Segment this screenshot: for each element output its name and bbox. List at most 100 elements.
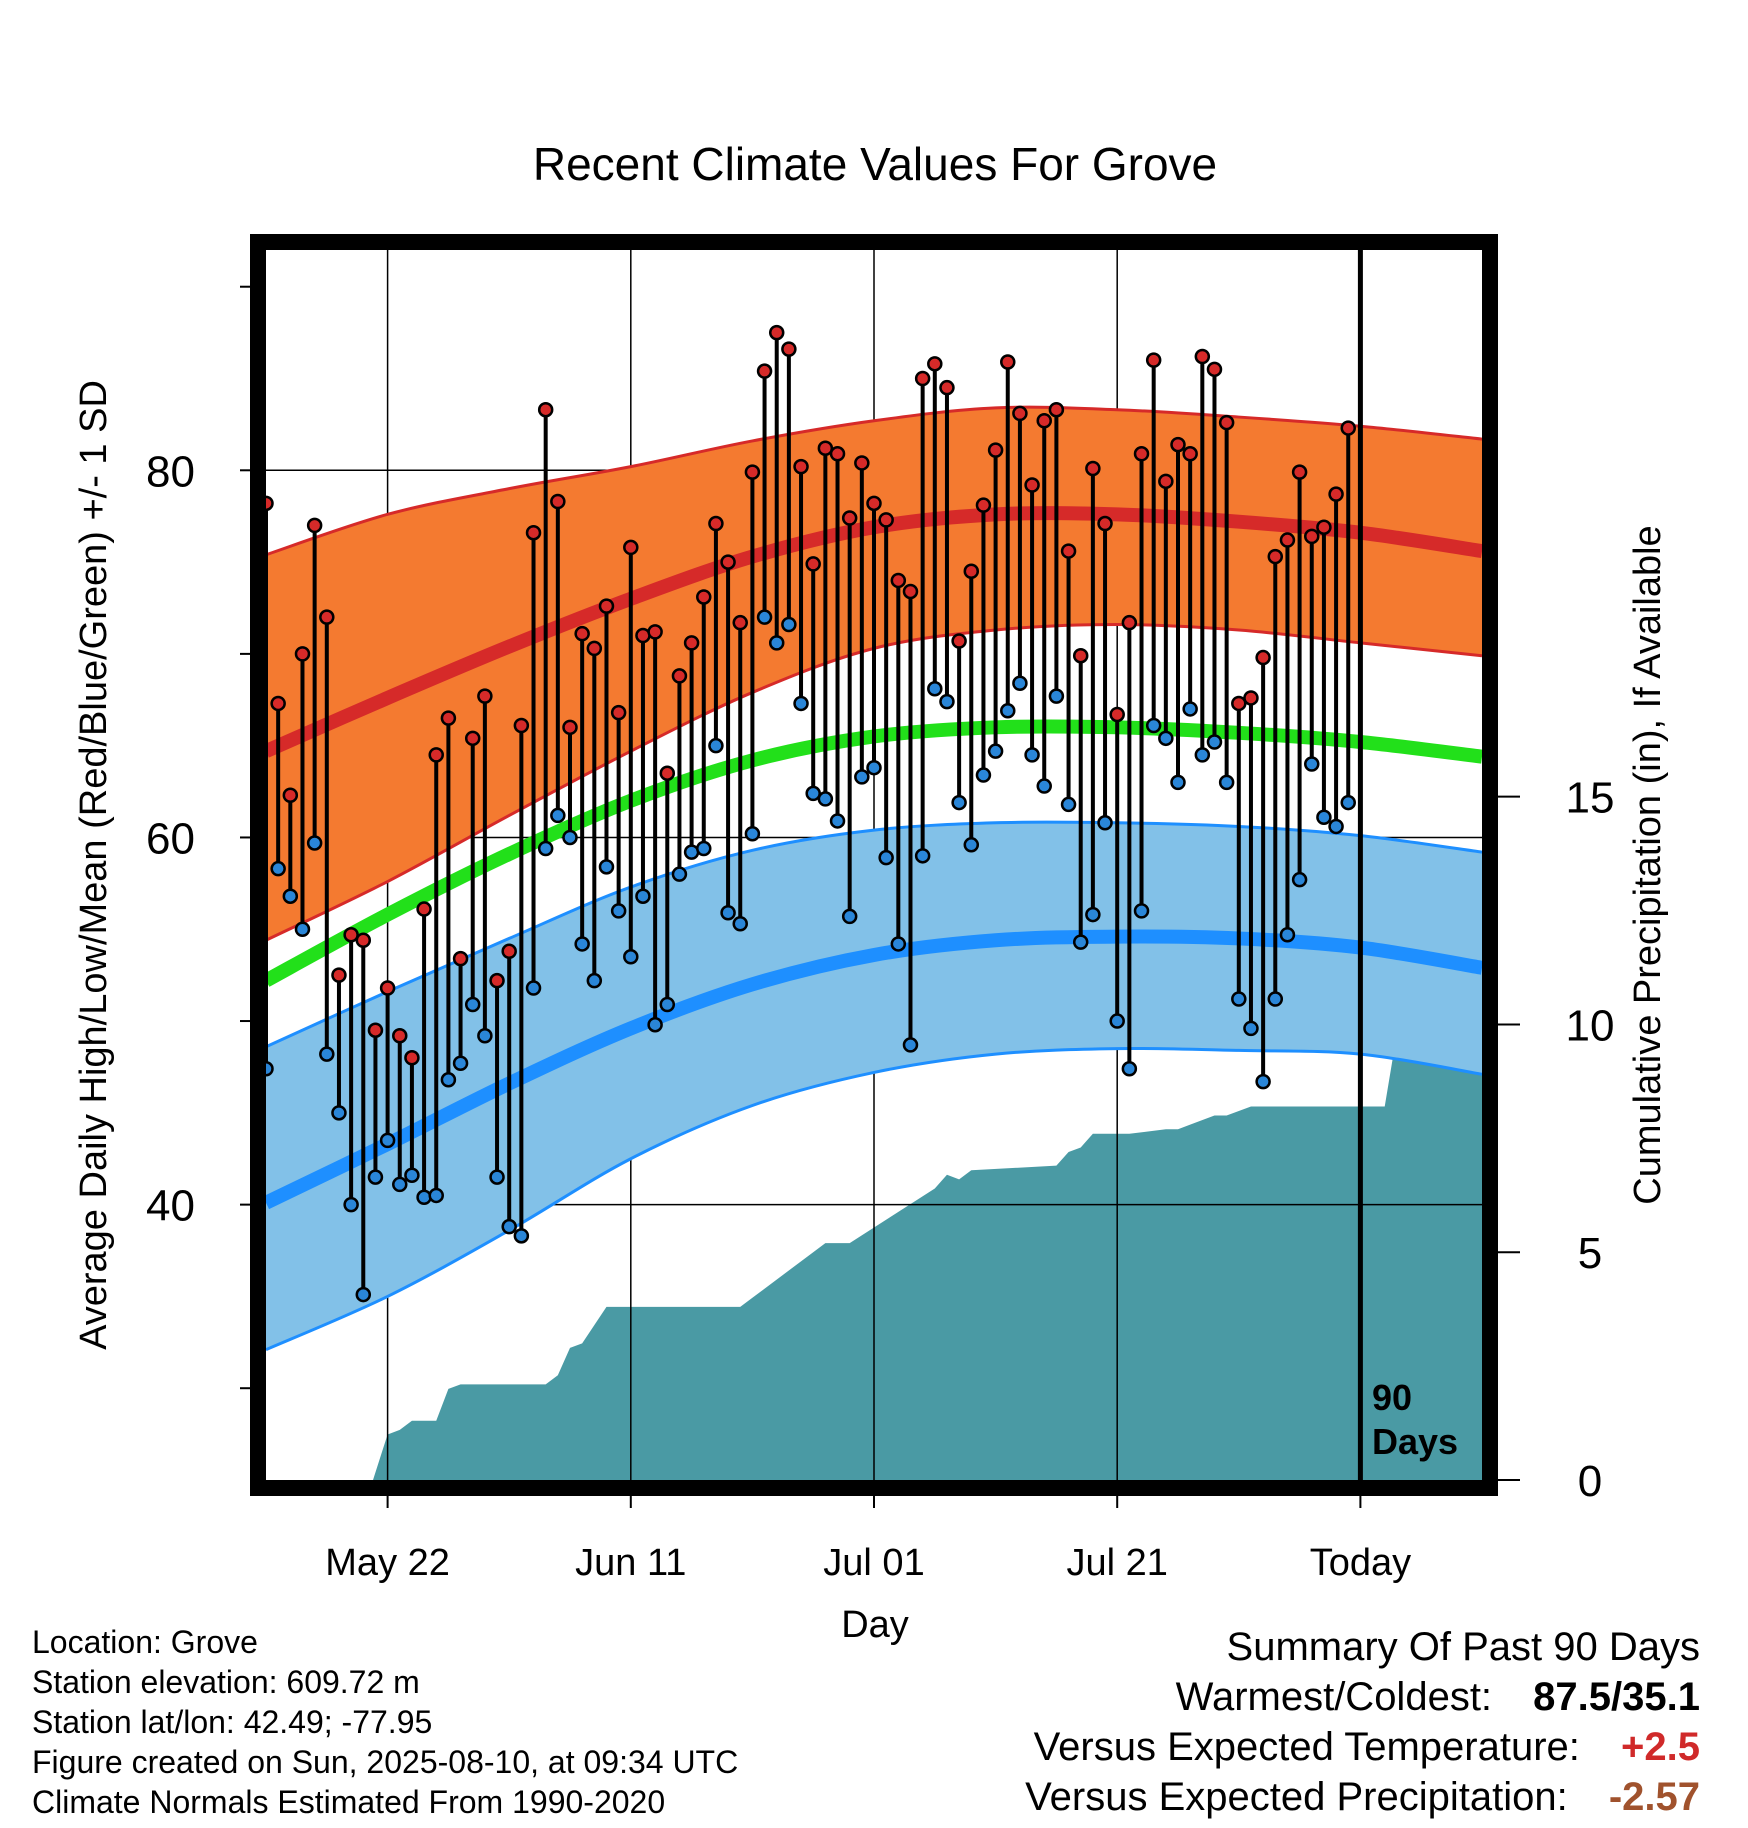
daily-high-point [1231, 695, 1247, 712]
daily-low-point [817, 791, 834, 807]
daily-low-point [525, 980, 542, 996]
daily-high-point [294, 646, 311, 662]
daily-low-point [841, 908, 858, 925]
daily-high-point [696, 589, 712, 605]
daily-low-point [647, 1016, 663, 1033]
daily-low-point [1133, 903, 1150, 919]
daily-high-point [464, 730, 481, 747]
daily-high-point [1024, 477, 1040, 493]
x-axis-label: Day [841, 1604, 909, 1646]
daily-high-point [452, 950, 469, 967]
daily-high-point [319, 609, 335, 625]
daily-high-point [598, 598, 615, 614]
daily-low-point [854, 769, 870, 785]
daily-high-point [1206, 361, 1223, 378]
daily-low-point [319, 1046, 335, 1062]
daily-low-point [550, 807, 566, 824]
daily-high-point [416, 901, 432, 917]
daily-high-point [489, 972, 505, 989]
daily-high-point [477, 688, 493, 704]
daily-low-point [1060, 796, 1077, 813]
daily-low-point [696, 840, 712, 857]
y2-tick-label: 10 [1566, 1001, 1615, 1050]
station-info: Location: Grove Station elevation: 609.7… [32, 1622, 738, 1822]
daily-high-point [927, 356, 943, 372]
daily-high-point [829, 446, 846, 462]
daily-high-point [902, 583, 919, 600]
daily-high-point [732, 614, 748, 631]
daily-high-point [1036, 412, 1052, 429]
daily-high-point [306, 517, 323, 534]
daily-high-point [1218, 414, 1235, 431]
daily-high-point [1267, 548, 1284, 565]
location-text: Location: Grove [32, 1624, 258, 1660]
temp-value: +2.5 [1621, 1725, 1700, 1769]
daily-high-point [1097, 515, 1113, 532]
daily-low-point [270, 860, 286, 877]
daily-high-point [428, 747, 444, 763]
daily-high-point [854, 455, 870, 471]
daily-low-point [1340, 794, 1356, 811]
daily-low-point [878, 849, 894, 866]
daily-high-point [1340, 420, 1356, 436]
daily-low-point [1158, 730, 1174, 747]
daily-high-point [1316, 519, 1332, 535]
daily-high-point [1170, 436, 1186, 453]
precip-label: Versus Expected Precipitation: [1025, 1775, 1568, 1819]
daily-low-point [744, 826, 761, 842]
warm-cold-value: 87.5/35.1 [1533, 1675, 1700, 1719]
daily-high-point [683, 635, 700, 651]
daily-high-point [878, 512, 894, 528]
daily-high-point [659, 765, 676, 781]
daily-high-point [963, 563, 980, 580]
daily-high-point [525, 524, 542, 541]
x-tick-label: Jun 11 [575, 1542, 686, 1584]
latlon-text: Station lat/lon: 42.49; -77.95 [32, 1704, 433, 1740]
daily-low-point [343, 1196, 359, 1213]
daily-low-point [513, 1228, 530, 1244]
daily-low-point [1182, 701, 1198, 717]
daily-low-point [440, 1072, 457, 1088]
summary-panel: Summary Of Past 90 Days Warmest/Coldest:… [1025, 1622, 1700, 1822]
daily-high-point [367, 1022, 384, 1038]
daily-low-point [1194, 747, 1211, 763]
daily-low-point [1218, 774, 1235, 791]
daily-low-point [464, 996, 481, 1013]
daily-high-point [623, 539, 639, 556]
daily-low-point [756, 609, 773, 625]
high-sd-upper-line [266, 405, 1482, 557]
daily-low-point [1316, 809, 1332, 826]
daily-low-point [1109, 1013, 1125, 1029]
daily-low-point [927, 681, 943, 697]
daily-low-point [768, 635, 785, 651]
daily-high-point [1133, 446, 1150, 462]
daily-high-point [586, 640, 603, 657]
daily-high-point [1255, 649, 1271, 666]
daily-high-point [537, 401, 554, 418]
precip-value: -2.57 [1608, 1775, 1700, 1819]
daily-low-point [805, 785, 821, 802]
low-sd-lower-line [266, 1046, 1482, 1352]
daily-low-point [635, 888, 651, 904]
daily-high-point [1145, 352, 1162, 368]
daily-low-point [477, 1027, 493, 1044]
daily-low-point [671, 866, 688, 882]
daily-low-point [586, 972, 603, 989]
daily-high-point [282, 787, 299, 803]
x-tick-label: Jul 01 [823, 1542, 924, 1584]
daily-low-point [1267, 991, 1284, 1007]
daily-low-point [1097, 815, 1113, 831]
daily-high-point [671, 668, 688, 684]
daily-high-point [1000, 354, 1016, 370]
daily-high-point [1243, 690, 1259, 706]
daily-low-point [951, 794, 967, 811]
daily-high-point [720, 554, 736, 570]
summary-warm-cold: Warmest/Coldest: 87.5/35.1 [1025, 1672, 1700, 1722]
daily-low-point [452, 1055, 469, 1072]
daily-low-point [1231, 991, 1247, 1007]
days-label: 90 Days [1372, 1377, 1458, 1462]
daily-high-point [1304, 528, 1320, 545]
daily-high-point [841, 510, 858, 526]
daily-low-point [720, 904, 736, 921]
